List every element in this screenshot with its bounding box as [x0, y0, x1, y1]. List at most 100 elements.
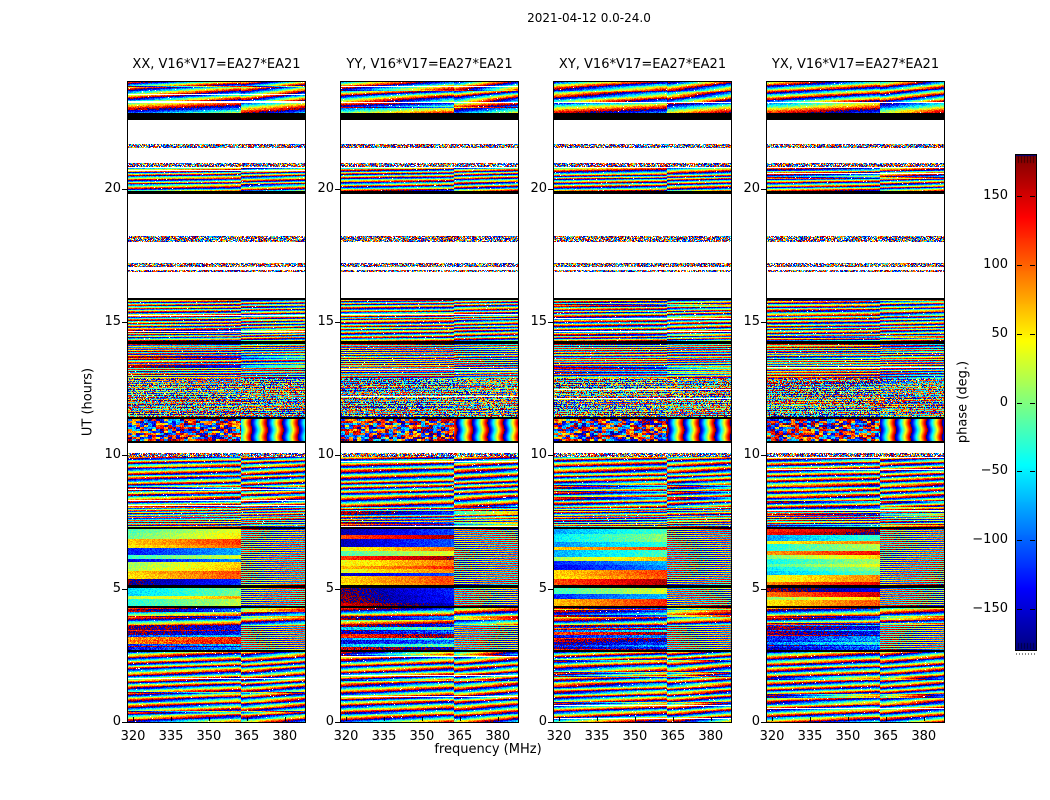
x-tick-label: 335: [797, 729, 823, 744]
heatmap-panel-xx: [127, 81, 306, 723]
y-tick-label: 0: [112, 714, 121, 729]
x-tick-mark: [635, 717, 636, 721]
y-tick-mark: [548, 189, 553, 190]
x-tick-label: 350: [622, 729, 648, 744]
x-tick-label: 350: [196, 729, 222, 744]
x-tick-label: 380: [272, 729, 298, 744]
y-tick-mark: [335, 189, 340, 190]
x-tick-mark: [673, 717, 674, 721]
y-tick-mark: [761, 722, 766, 723]
y-tick-mark: [335, 722, 340, 723]
heatmap-panel-yy: [340, 81, 519, 723]
colorbar: [1015, 154, 1037, 651]
colorbar-tick-mark: [1030, 334, 1035, 335]
x-tick-mark: [285, 717, 286, 721]
colorbar-tick-mark: [1017, 403, 1022, 404]
x-tick-label: 335: [158, 729, 184, 744]
y-tick-label: 15: [317, 314, 334, 329]
colorbar-tick-mark: [1017, 540, 1022, 541]
y-tick-mark: [122, 322, 127, 323]
x-tick-mark: [422, 717, 423, 721]
heatmap-canvas-xx: [128, 82, 305, 722]
heatmap-panel-xy: [553, 81, 732, 723]
y-tick-label: 0: [538, 714, 547, 729]
y-tick-label: 15: [743, 314, 760, 329]
x-tick-mark: [209, 717, 210, 721]
y-axis-label: UT (hours): [80, 367, 96, 437]
y-tick-mark: [761, 589, 766, 590]
x-tick-mark: [247, 717, 248, 721]
colorbar-tick-label: 150: [983, 188, 1008, 204]
x-tick-label: 380: [485, 729, 511, 744]
x-tick-label: 335: [584, 729, 610, 744]
y-tick-mark: [335, 455, 340, 456]
y-tick-mark: [122, 455, 127, 456]
x-tick-label: 350: [409, 729, 435, 744]
x-tick-mark: [498, 717, 499, 721]
y-tick-label: 15: [104, 314, 121, 329]
x-tick-mark: [346, 717, 347, 721]
heatmap-panel-yx: [766, 81, 945, 723]
colorbar-tick-mark: [1017, 609, 1022, 610]
colorbar-tick-mark: [1030, 196, 1035, 197]
colorbar-tick-mark: [1030, 265, 1035, 266]
y-tick-mark: [335, 589, 340, 590]
y-tick-label: 0: [751, 714, 760, 729]
colorbar-tick-mark: [1030, 540, 1035, 541]
figure-title: 2021-04-12 0.0-24.0: [527, 11, 651, 25]
x-tick-mark: [597, 717, 598, 721]
colorbar-tick-label: 100: [983, 257, 1008, 272]
y-tick-label: 10: [530, 447, 547, 463]
y-tick-mark: [761, 189, 766, 190]
y-tick-label: 20: [530, 180, 547, 196]
heatmap-canvas-xy: [554, 82, 731, 722]
x-tick-label: 365: [447, 729, 473, 744]
x-tick-label: 320: [546, 729, 572, 744]
x-tick-label: 350: [835, 729, 861, 744]
y-tick-mark: [761, 322, 766, 323]
y-tick-label: 20: [743, 180, 760, 196]
y-tick-mark: [548, 322, 553, 323]
x-tick-mark: [171, 717, 172, 721]
x-tick-label: 380: [698, 729, 724, 744]
y-tick-label: 20: [317, 180, 334, 196]
x-tick-mark: [848, 717, 849, 721]
colorbar-canvas: [1016, 155, 1036, 650]
x-tick-label: 365: [873, 729, 899, 744]
y-tick-label: 0: [325, 714, 334, 729]
y-tick-label: 10: [317, 447, 334, 463]
y-tick-label: 10: [104, 447, 121, 463]
colorbar-tick-mark: [1017, 265, 1022, 266]
y-tick-mark: [548, 589, 553, 590]
x-tick-mark: [924, 717, 925, 721]
heatmap-canvas-yy: [341, 82, 518, 722]
y-tick-label: 5: [751, 580, 760, 596]
panel-title-yx: YX, V16*V17=EA27*EA21: [771, 57, 940, 72]
colorbar-tick-label: −150: [972, 600, 1008, 616]
colorbar-tick-mark: [1030, 609, 1035, 610]
colorbar-tick-label: 50: [991, 325, 1008, 341]
x-tick-mark: [810, 717, 811, 721]
y-tick-label: 5: [112, 580, 121, 596]
y-tick-label: 5: [538, 580, 547, 596]
y-tick-mark: [122, 589, 127, 590]
colorbar-tick-mark: [1017, 471, 1022, 472]
x-tick-label: 320: [333, 729, 359, 744]
colorbar-tick-mark: [1017, 334, 1022, 335]
y-tick-mark: [122, 189, 127, 190]
heatmap-canvas-yx: [767, 82, 944, 722]
x-axis-label: frequency (MHz): [434, 742, 542, 757]
panel-title-yy: YY, V16*V17=EA27*EA21: [346, 57, 513, 72]
y-tick-label: 15: [530, 314, 547, 329]
y-tick-label: 20: [104, 180, 121, 196]
y-tick-label: 5: [325, 580, 334, 596]
x-tick-mark: [384, 717, 385, 721]
colorbar-tick-mark: [1030, 471, 1035, 472]
x-tick-label: 320: [759, 729, 785, 744]
x-tick-mark: [460, 717, 461, 721]
x-tick-label: 365: [234, 729, 260, 744]
panel-title-xy: XY, V16*V17=EA27*EA21: [558, 57, 727, 72]
y-tick-mark: [548, 455, 553, 456]
colorbar-tick-label: −50: [980, 463, 1008, 479]
